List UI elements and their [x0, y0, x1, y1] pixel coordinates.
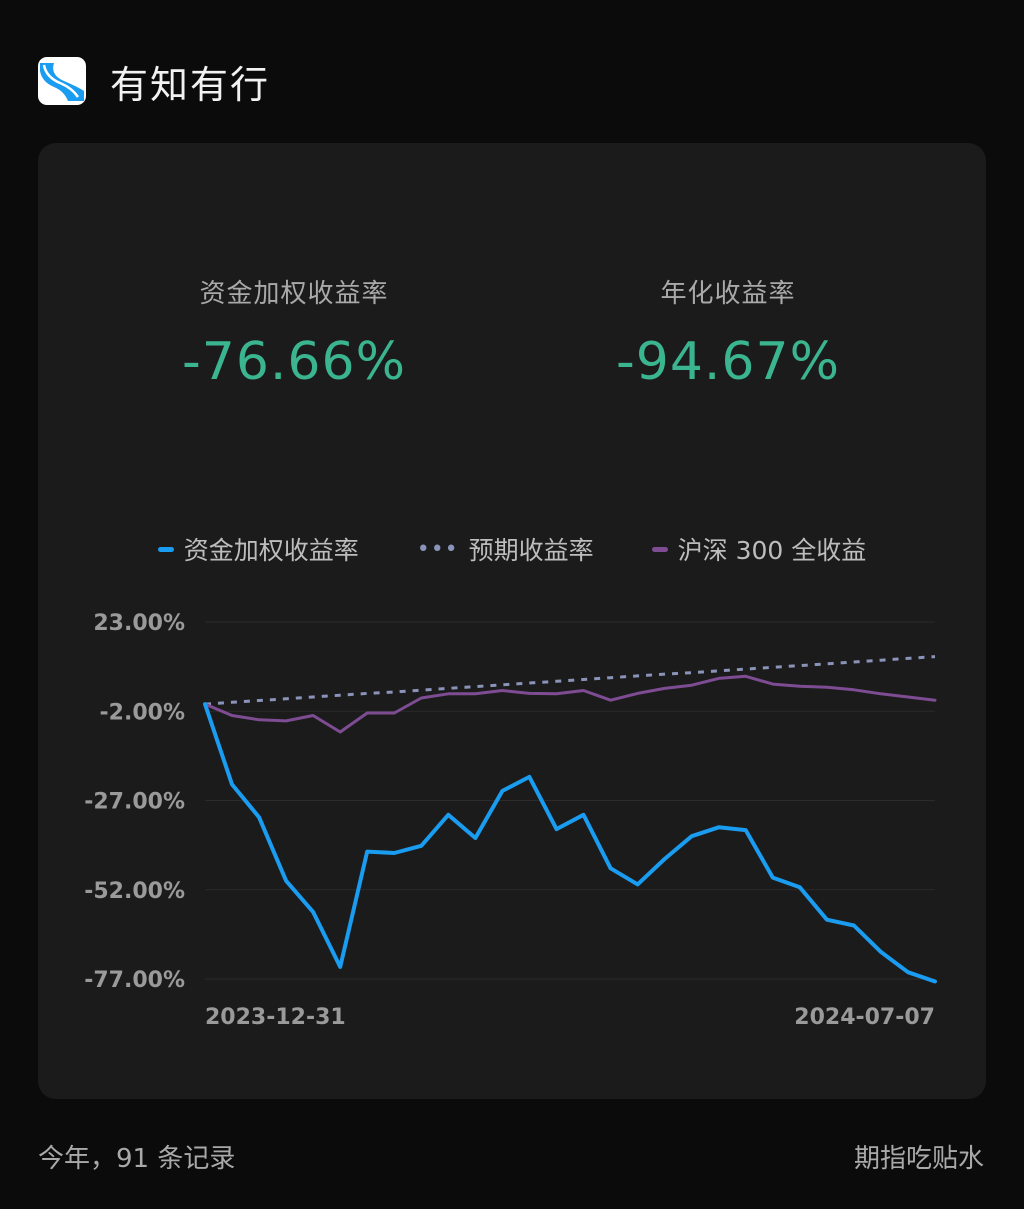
series-line-expected — [204, 655, 936, 706]
record-count: 今年，91 条记录 — [38, 1144, 236, 1174]
legend-swatch — [157, 546, 174, 552]
x-tick-label: 2024-07-07 — [794, 1005, 935, 1030]
legend-swatch: ••• — [416, 536, 459, 562]
line-chart: 23.00% -2.00% -27.00% -52.00% -77.00% 2023-12… — [84, 611, 937, 1030]
legend-label: 预期收益率 — [468, 536, 594, 565]
legend-item-money-weighted[interactable]: 资金加权收益率 — [157, 531, 359, 567]
x-tick-label: 2023-12-31 — [205, 1005, 346, 1030]
legend-item-expected[interactable]: ••• 预期收益率 — [417, 531, 594, 567]
returns-card: 资金加权收益率 -76.66% 年化收益率 -94.67% 资金加权收益率 ••… — [38, 143, 986, 1099]
legend-label: 沪深 300 全收益 — [677, 536, 867, 565]
annualized-return-stat: 年化收益率 -94.67% — [548, 273, 908, 392]
legend-item-csi300[interactable]: 沪深 300 全收益 — [651, 531, 867, 567]
river-logo-icon — [38, 57, 86, 105]
y-tick-label: -52.00% — [84, 879, 185, 904]
legend-label: 资金加权收益率 — [183, 536, 359, 565]
series-line-csi300 — [203, 674, 937, 734]
y-tick-label: -2.00% — [100, 700, 185, 725]
chart-legend: 资金加权收益率 ••• 预期收益率 沪深 300 全收益 — [38, 531, 986, 567]
stat-value: -94.67% — [615, 332, 841, 392]
stat-value: -76.66% — [181, 332, 407, 392]
legend-swatch — [651, 546, 668, 552]
stat-label: 年化收益率 — [660, 279, 796, 309]
app-name: 有知有行 — [110, 62, 271, 107]
y-tick-label: 23.00% — [93, 611, 185, 636]
y-tick-label: -77.00% — [84, 968, 185, 993]
y-tick-label: -27.00% — [84, 790, 185, 815]
stat-label: 资金加权收益率 — [199, 279, 389, 309]
series-line-money-weighted — [203, 702, 937, 984]
app-header: 有知有行 — [38, 56, 271, 107]
tagline: 期指吃贴水 — [853, 1144, 984, 1174]
money-weighted-return-stat: 资金加权收益率 -76.66% — [114, 273, 474, 392]
